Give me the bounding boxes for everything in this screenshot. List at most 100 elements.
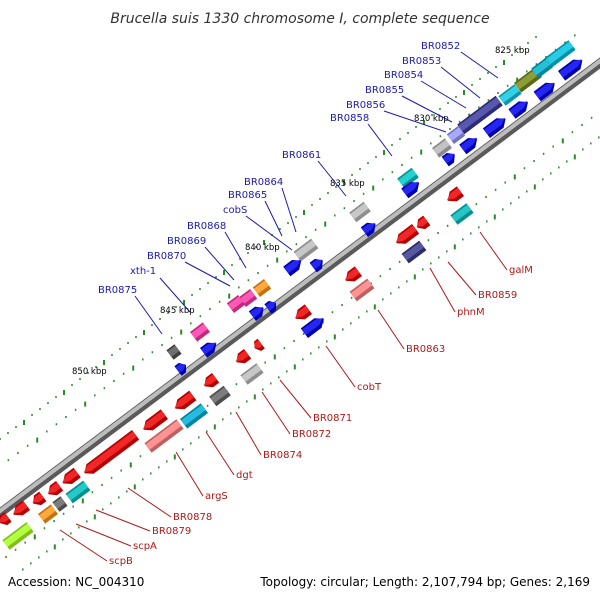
gene-label-cobt[interactable]: cobT [357, 382, 382, 393]
gene-scpb-4[interactable] [52, 496, 68, 512]
gene-galm[interactable] [450, 203, 474, 225]
cds-forward-9[interactable] [309, 256, 327, 273]
gene-br0864[interactable] [349, 201, 371, 223]
gene-br0875[interactable] [190, 322, 210, 342]
gene-label-xth-1[interactable]: xth-1 [130, 266, 156, 277]
gene-scpb-1[interactable] [45, 480, 64, 499]
gene-br0852[interactable] [544, 40, 576, 68]
gene-label-br0852[interactable]: BR0852 [421, 41, 460, 52]
cds-forward-7[interactable] [360, 219, 379, 238]
gene-cobt-b[interactable] [342, 266, 362, 285]
cds-forward-4[interactable] [459, 134, 481, 155]
leader-line [460, 51, 499, 79]
gene-br0871b[interactable] [292, 304, 312, 323]
gene-br0853b[interactable] [531, 57, 553, 79]
cds-forward-0[interactable] [558, 55, 586, 81]
gene-scpb-6[interactable] [10, 500, 30, 519]
leader-line [447, 261, 477, 296]
gene-br0854[interactable] [498, 84, 522, 106]
gene-args-b[interactable] [172, 390, 197, 414]
gene-args[interactable] [180, 403, 208, 429]
gene-br0870[interactable] [226, 294, 246, 314]
gene-label-br0879[interactable]: BR0879 [152, 526, 191, 537]
gene-label-br0872[interactable]: BR0872 [292, 429, 331, 440]
gene-cobt[interactable] [349, 278, 375, 302]
gene-br0865[interactable] [293, 238, 319, 262]
gene-phnm[interactable] [401, 240, 427, 264]
gene-br0853[interactable] [514, 67, 542, 93]
gene-br0872[interactable] [240, 363, 264, 385]
gene-scpb-5[interactable] [2, 522, 34, 550]
kbp-label: 835 kbp [330, 179, 365, 189]
cds-forward-3[interactable] [482, 114, 509, 139]
cds-forward-5[interactable] [441, 150, 459, 167]
gene-label-scpa[interactable]: scpA [133, 541, 157, 552]
topology-stats: Topology: circular; Length: 2,107,794 bp… [259, 575, 590, 589]
label-leader-lines [59, 51, 508, 562]
gene-br0855[interactable] [457, 95, 503, 135]
map-title: Brucella suis 1330 chromosome I, complet… [110, 11, 489, 27]
gene-label-br0871[interactable]: BR0871 [313, 413, 352, 424]
gene-br0874[interactable] [233, 348, 252, 367]
leader-line [95, 509, 151, 532]
gene-label-galm[interactable]: galM [509, 265, 533, 276]
gene-dgt[interactable] [209, 385, 231, 407]
gene-scpb-2[interactable] [30, 491, 47, 509]
gene-br0863[interactable] [393, 223, 420, 248]
leader-line [59, 529, 108, 562]
gene-br0871[interactable] [300, 314, 327, 339]
cds-forward-13[interactable] [174, 360, 189, 376]
cds-forward-10[interactable] [248, 303, 267, 322]
cds-forward-8[interactable] [283, 256, 305, 277]
gene-label-br0868[interactable]: BR0868 [187, 221, 226, 232]
gene-label-br0875[interactable]: BR0875 [98, 285, 137, 296]
gene-br0861[interactable] [397, 167, 419, 189]
leader-line [367, 123, 393, 157]
cds-forward-2[interactable] [508, 97, 531, 119]
gene-br0858[interactable] [432, 138, 452, 158]
gene-label-dgt[interactable]: dgt [236, 470, 253, 481]
gene-br0863b[interactable] [414, 215, 431, 233]
gene-label-br0861[interactable]: BR0861 [282, 150, 321, 161]
leader-line [205, 431, 235, 476]
gene-label-args[interactable]: argS [205, 491, 228, 502]
kbp-label: 850 kbp [72, 367, 107, 377]
leader-line [401, 95, 453, 123]
gene-label-cobs[interactable]: cobS [223, 205, 247, 216]
gene-br0856[interactable] [446, 125, 466, 145]
gene-br0878b[interactable] [140, 409, 168, 434]
gene-xth-1[interactable] [166, 344, 182, 360]
gene-label-br0878[interactable]: BR0878 [173, 512, 212, 523]
gene-scpa-b[interactable] [59, 467, 81, 488]
gene-label-br0874[interactable]: BR0874 [263, 450, 302, 461]
cds-forward-11[interactable] [264, 298, 279, 314]
gene-br0874b[interactable] [251, 338, 265, 353]
gene-label-br0870[interactable]: BR0870 [147, 251, 186, 262]
gene-label-br0854[interactable]: BR0854 [384, 70, 423, 81]
cds-forward-1[interactable] [533, 79, 559, 102]
gene-br0879[interactable] [81, 429, 140, 478]
leader-line [479, 231, 508, 271]
gene-label-br0865[interactable]: BR0865 [228, 190, 267, 201]
gene-features [0, 40, 586, 550]
gene-dgt-b[interactable] [201, 372, 220, 391]
gene-br0868[interactable] [252, 278, 272, 298]
kbp-label: 840 kbp [245, 243, 280, 253]
gene-scpb-3[interactable] [38, 504, 58, 524]
gene-scpa[interactable] [65, 480, 91, 504]
gene-label-br0856[interactable]: BR0856 [346, 100, 385, 111]
gene-br0878[interactable] [144, 419, 184, 453]
gene-label-br0853[interactable]: BR0853 [402, 56, 441, 67]
gene-label-br0855[interactable]: BR0855 [365, 85, 404, 96]
gene-label-br0864[interactable]: BR0864 [244, 177, 283, 188]
cds-forward-12[interactable] [200, 338, 220, 358]
gene-label-scpb[interactable]: scpB [109, 556, 133, 567]
gene-label-br0863[interactable]: BR0863 [406, 344, 445, 355]
gene-label-br0869[interactable]: BR0869 [167, 236, 206, 247]
cds-forward-6[interactable] [401, 178, 423, 199]
gene-label-br0858[interactable]: BR0858 [330, 113, 369, 124]
gene-label-phnm[interactable]: phnM [457, 307, 485, 318]
gene-label-br0859[interactable]: BR0859 [478, 290, 517, 301]
gene-scpb-7[interactable] [0, 512, 12, 528]
gene-br0859[interactable] [444, 186, 464, 205]
